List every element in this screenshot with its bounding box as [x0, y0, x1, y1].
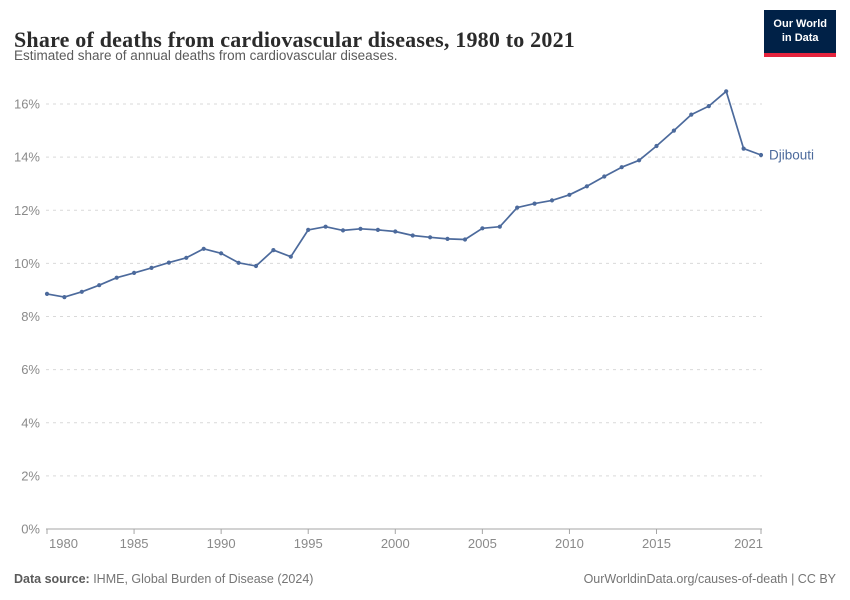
owid-logo-line1: Our World: [773, 18, 827, 30]
data-point-2013[interactable]: [619, 165, 624, 170]
series-label[interactable]: Djibouti: [769, 148, 814, 163]
credit-link[interactable]: OurWorldinData.org/causes-of-death | CC …: [583, 572, 836, 586]
data-point-1992[interactable]: [253, 263, 259, 269]
chart-canvas[interactable]: 0% 2% 4% 6% 8% 10% 12% 14% 16% 1980 1985 1990 1995 20…: [0, 85, 850, 565]
data-point-1989[interactable]: [201, 246, 206, 251]
data-point-2007[interactable]: [515, 205, 520, 210]
data-point-2014[interactable]: [637, 158, 642, 163]
y-tick-label-2: 2%: [21, 468, 40, 483]
data-point-2019[interactable]: [724, 89, 729, 94]
data-point-1991[interactable]: [236, 260, 241, 265]
y-tick-label-0: 0%: [21, 522, 40, 537]
data-point-1998[interactable]: [358, 226, 363, 231]
data-source: Data source: IHME, Global Burden of Dise…: [14, 572, 313, 586]
chart-footer: Data source: IHME, Global Burden of Dise…: [14, 572, 836, 588]
chart-subtitle: Estimated share of annual deaths from ca…: [14, 48, 398, 63]
data-point-1993[interactable]: [271, 248, 276, 253]
data-point-1980[interactable]: [44, 291, 50, 296]
y-tick-label-10: 10%: [14, 256, 40, 271]
data-point-1997[interactable]: [340, 228, 346, 233]
y-tick-label-14: 14%: [14, 150, 40, 165]
x-tick-label-1990: 1990: [207, 536, 236, 551]
y-tick-label-8: 8%: [21, 309, 40, 324]
owid-logo-line2: in Data: [781, 32, 819, 45]
data-source-label: Data source:: [14, 572, 90, 586]
y-tick-label-4: 4%: [21, 415, 40, 430]
data-point-2015[interactable]: [654, 143, 659, 149]
data-point-2012[interactable]: [602, 174, 607, 179]
line-series-djibouti[interactable]: [46, 90, 762, 298]
page-title: Share of deaths from cardiovascular dise…: [14, 26, 575, 52]
data-point-1986[interactable]: [149, 265, 154, 270]
data-point-2018[interactable]: [706, 104, 711, 109]
data-source-text: IHME, Global Burden of Disease (2024): [89, 572, 314, 586]
data-point-1999[interactable]: [375, 227, 380, 232]
data-point-2002[interactable]: [428, 235, 433, 240]
x-tick-label-2010: 2010: [555, 536, 584, 551]
data-point-2020[interactable]: [741, 146, 746, 151]
data-point-2008[interactable]: [532, 201, 537, 206]
data-point-2011[interactable]: [584, 184, 590, 189]
data-point-2016[interactable]: [671, 128, 677, 133]
owid-logo: Our World in Data: [764, 10, 836, 57]
data-point-2017[interactable]: [689, 112, 694, 117]
x-tick-label-2000: 2000: [381, 536, 410, 551]
data-point-2004[interactable]: [462, 237, 468, 242]
chart-area: 0% 2% 4% 6% 8% 10% 12% 14% 16% 1980 1985 1990 1995 20…: [0, 85, 850, 565]
x-tick-label-1980: 1980: [49, 536, 78, 551]
x-tick-label-2015: 2015: [642, 536, 671, 551]
y-tick-label-6: 6%: [21, 362, 40, 377]
data-point-2005[interactable]: [480, 226, 485, 231]
data-point-2006[interactable]: [497, 224, 502, 229]
data-point-1985[interactable]: [132, 270, 137, 275]
y-tick-label-12: 12%: [14, 203, 40, 218]
data-point-2003[interactable]: [445, 236, 450, 241]
data-point-1983[interactable]: [97, 283, 102, 288]
data-point-2000[interactable]: [393, 229, 398, 234]
data-point-2009[interactable]: [549, 198, 555, 203]
x-tick-label-2021: 2021: [734, 536, 763, 551]
data-point-1981[interactable]: [62, 295, 67, 300]
x-tick-label-1995: 1995: [294, 536, 323, 551]
data-point-1988[interactable]: [184, 255, 189, 260]
data-point-2001[interactable]: [410, 233, 415, 238]
data-point-1984[interactable]: [114, 275, 119, 280]
y-tick-label-16: 16%: [14, 97, 40, 112]
data-point-2010[interactable]: [567, 192, 572, 197]
x-tick-label-1985: 1985: [120, 536, 149, 551]
x-tick-label-2005: 2005: [468, 536, 497, 551]
data-point-2021[interactable]: [758, 152, 764, 158]
data-point-1987[interactable]: [166, 260, 171, 265]
data-point-1996[interactable]: [323, 224, 328, 229]
data-point-1982[interactable]: [79, 289, 84, 294]
data-point-1990[interactable]: [219, 251, 224, 256]
data-point-1994[interactable]: [288, 254, 293, 259]
data-point-1995[interactable]: [306, 227, 311, 232]
